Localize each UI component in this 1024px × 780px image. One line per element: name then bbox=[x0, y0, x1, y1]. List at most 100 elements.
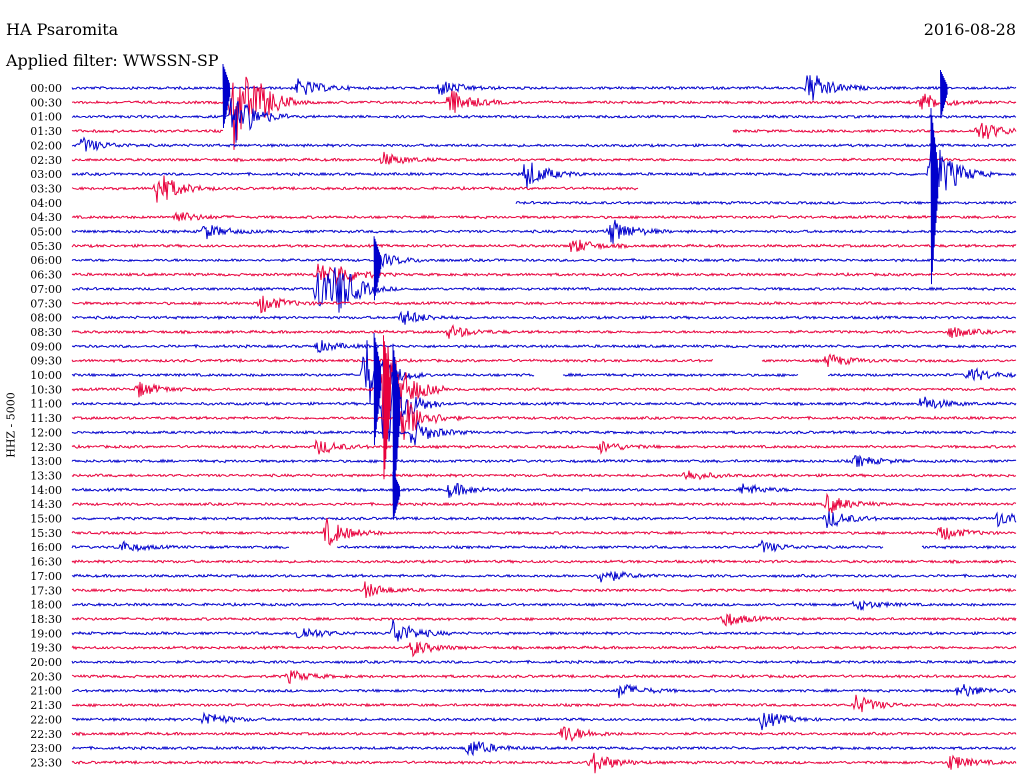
row-time-label: 06:00 bbox=[30, 254, 62, 267]
row-time-label: 06:30 bbox=[30, 269, 62, 282]
row-time-label: 23:30 bbox=[30, 756, 62, 769]
row-time-label: 19:30 bbox=[30, 642, 62, 655]
event-spike bbox=[373, 236, 382, 301]
trace-row bbox=[71, 98, 1017, 143]
trace-row bbox=[71, 145, 1017, 211]
row-time-label: 20:00 bbox=[30, 656, 62, 669]
row-time-label: 04:00 bbox=[30, 197, 62, 210]
row-time-label: 15:00 bbox=[30, 513, 62, 526]
row-time-label: 22:30 bbox=[30, 728, 62, 741]
row-time-label: 01:00 bbox=[30, 111, 62, 124]
trace-row bbox=[515, 200, 1017, 206]
trace-row bbox=[71, 372, 1017, 442]
trace-row bbox=[71, 683, 1017, 699]
trace-row bbox=[71, 613, 1017, 627]
row-time-label: 17:30 bbox=[30, 584, 62, 597]
row-time-label: 23:00 bbox=[30, 742, 62, 755]
trace-row bbox=[71, 340, 1017, 403]
trace-row bbox=[71, 517, 1017, 546]
trace-row bbox=[71, 619, 1017, 642]
trace-row bbox=[71, 752, 1017, 774]
row-time-label: 12:30 bbox=[30, 441, 62, 454]
row-time-label: 21:00 bbox=[30, 685, 62, 698]
trace-row bbox=[71, 492, 1017, 513]
event-spike bbox=[940, 69, 948, 119]
trace-row bbox=[71, 641, 1017, 658]
trace-row bbox=[71, 324, 1017, 339]
station-title: HA Psaromita bbox=[6, 20, 119, 39]
trace-row bbox=[71, 400, 1017, 440]
trace-row bbox=[71, 659, 1017, 665]
row-time-label: 13:00 bbox=[30, 455, 62, 468]
row-time-label: 16:30 bbox=[30, 556, 62, 569]
trace-row bbox=[71, 136, 1017, 152]
row-time-label: 04:30 bbox=[30, 211, 62, 224]
trace-row bbox=[71, 570, 1017, 583]
trace-row bbox=[71, 694, 1017, 713]
trace-row bbox=[71, 346, 1017, 435]
trace-row bbox=[71, 295, 1017, 314]
row-time-label: 09:30 bbox=[30, 355, 62, 368]
row-time-label: 14:30 bbox=[30, 498, 62, 511]
trace-row bbox=[71, 581, 1017, 599]
trace-row bbox=[71, 511, 1017, 528]
trace-row bbox=[71, 470, 1017, 481]
filter-label: Applied filter: WWSSN-SP bbox=[6, 51, 219, 70]
trace-row bbox=[71, 741, 1017, 757]
row-time-label: 13:30 bbox=[30, 469, 62, 482]
row-time-label: 01:30 bbox=[30, 125, 62, 138]
trace-row bbox=[71, 539, 1017, 553]
row-time-label: 10:30 bbox=[30, 383, 62, 396]
row-time-label: 07:30 bbox=[30, 297, 62, 310]
row-time-label: 05:30 bbox=[30, 240, 62, 253]
row-time-label: 08:00 bbox=[30, 312, 62, 325]
trace-row bbox=[71, 310, 1017, 325]
trace-row bbox=[71, 454, 1017, 467]
row-time-label: 07:00 bbox=[30, 283, 62, 296]
trace-row bbox=[71, 151, 1017, 165]
row-time-label: 22:00 bbox=[30, 713, 62, 726]
event-spike bbox=[930, 108, 939, 285]
event-spike bbox=[392, 471, 401, 520]
trace-row bbox=[71, 670, 1017, 684]
row-time-label: 08:30 bbox=[30, 326, 62, 339]
row-time-label: 15:30 bbox=[30, 527, 62, 540]
trace-row bbox=[71, 211, 1017, 222]
row-time-label: 20:30 bbox=[30, 670, 62, 683]
row-time-label: 02:00 bbox=[30, 139, 62, 152]
trace-row bbox=[71, 711, 1017, 731]
date-label: 2016-08-28 bbox=[923, 20, 1016, 39]
row-time-label: 00:00 bbox=[30, 82, 62, 95]
row-time-label: 17:00 bbox=[30, 570, 62, 583]
row-time-label: 21:30 bbox=[30, 699, 62, 712]
event-spike bbox=[383, 335, 391, 480]
row-time-label: 09:00 bbox=[30, 340, 62, 353]
trace-row bbox=[71, 439, 1017, 455]
event-spike bbox=[392, 343, 401, 504]
row-time-label: 11:30 bbox=[30, 412, 62, 425]
row-time-label: 10:00 bbox=[30, 369, 62, 382]
trace-row bbox=[71, 558, 1017, 565]
trace-row bbox=[71, 353, 1017, 367]
trace-row bbox=[71, 253, 1017, 268]
trace-row bbox=[71, 263, 1017, 287]
row-time-label: 00:30 bbox=[30, 96, 62, 109]
trace-row bbox=[71, 599, 1017, 612]
row-time-label: 11:00 bbox=[30, 398, 62, 411]
row-time-label: 03:00 bbox=[30, 168, 62, 181]
row-time-label: 03:30 bbox=[30, 182, 62, 195]
row-time-label: 02:30 bbox=[30, 154, 62, 167]
row-time-label: 05:00 bbox=[30, 226, 62, 239]
row-time-label: 14:00 bbox=[30, 484, 62, 497]
row-time-label: 12:00 bbox=[30, 426, 62, 439]
row-time-label: 19:00 bbox=[30, 627, 62, 640]
trace-row bbox=[71, 419, 1017, 446]
event-spike bbox=[222, 63, 231, 129]
trace-row bbox=[71, 483, 1017, 498]
row-time-label: 18:30 bbox=[30, 613, 62, 626]
trace-row bbox=[71, 75, 1017, 101]
trace-row bbox=[71, 219, 1017, 244]
trace-row bbox=[71, 340, 1017, 354]
row-time-label: 16:00 bbox=[30, 541, 62, 554]
